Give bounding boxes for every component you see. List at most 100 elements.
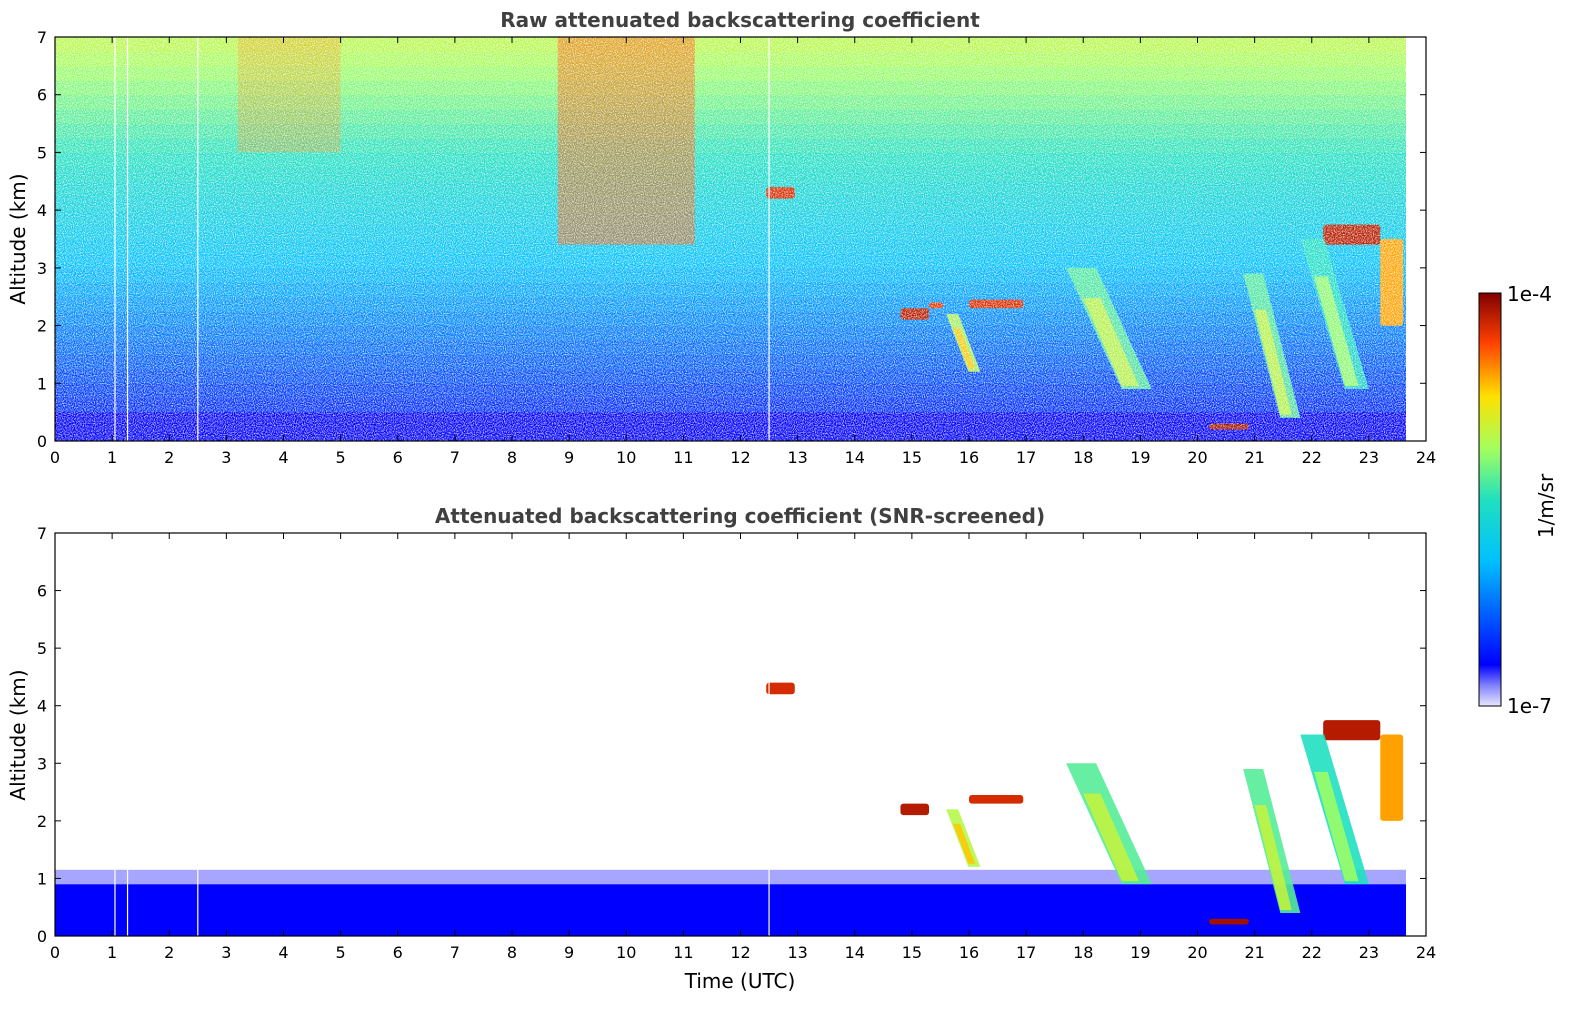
colorbar-gradient [1478, 292, 1502, 707]
panel-screened-gap-lines [114, 533, 1426, 936]
panel-screened-background [55, 533, 1426, 936]
x-tick-label: 16 [959, 448, 979, 467]
x-tick-label: 0 [50, 943, 60, 962]
panel-screened-title: Attenuated backscattering coefficient (S… [435, 504, 1045, 528]
panel-raw-ylabel: Altitude (km) [6, 173, 30, 304]
x-tick-label: 4 [278, 448, 288, 467]
x-tick-label: 0 [50, 448, 60, 467]
x-tick-label: 22 [1302, 448, 1322, 467]
x-tick-label: 22 [1302, 943, 1322, 962]
panel-raw-plot-area [54, 36, 1427, 442]
y-tick-label: 1 [37, 374, 47, 393]
x-tick-label: 20 [1187, 943, 1207, 962]
panel-screened-xlabel: Time (UTC) [684, 969, 796, 993]
y-tick-label: 1 [37, 869, 47, 888]
virga-streak [1314, 771, 1359, 882]
x-tick-label: 2 [164, 448, 174, 467]
panel-screened-plot-area [54, 532, 1427, 937]
cloud-layer [1323, 720, 1381, 741]
y-tick-label: 0 [37, 432, 47, 451]
virga-streak [1254, 805, 1292, 910]
boundary-layer-top [55, 869, 1407, 885]
x-tick-label: 6 [393, 448, 403, 467]
x-tick-label: 7 [450, 943, 460, 962]
x-tick-label: 24 [1416, 943, 1436, 962]
colorbar-unit-label: 1/m/sr [1534, 473, 1558, 538]
y-tick-label: 2 [37, 812, 47, 831]
x-tick-label: 7 [450, 448, 460, 467]
panel-raw-y-axis: 0 1 2 3 4 5 6 7 [37, 28, 1426, 451]
panel-screened-ylabel: Altitude (km) [6, 669, 30, 800]
y-tick-label: 2 [37, 317, 47, 336]
x-tick-label: 11 [673, 943, 693, 962]
x-tick-label: 1 [107, 943, 117, 962]
x-tick-label: 17 [1016, 448, 1036, 467]
x-tick-label: 5 [336, 943, 346, 962]
panel-screened-heatmap [55, 682, 1407, 936]
x-tick-label: 17 [1016, 943, 1036, 962]
x-tick-label: 24 [1416, 448, 1436, 467]
x-tick-label: 3 [221, 943, 231, 962]
x-tick-label: 18 [1073, 448, 1093, 467]
panel-screened-x-axis: 0 1 2 3 4 5 6 7 8 9 10 11 12 13 14 15 16 17 18 19 20 21 22 23 24 [50, 533, 1436, 962]
y-tick-label: 4 [37, 201, 47, 220]
cloud-layer [900, 803, 930, 816]
x-tick-label: 23 [1359, 943, 1379, 962]
x-tick-label: 8 [507, 448, 517, 467]
y-tick-label: 0 [37, 927, 47, 946]
cloud-layer [1208, 918, 1249, 925]
y-tick-label: 7 [37, 28, 47, 47]
panel-raw-noise-texture [55, 37, 1407, 441]
no-data-region [1406, 37, 1426, 441]
x-tick-label: 1 [107, 448, 117, 467]
y-tick-label: 3 [37, 754, 47, 773]
x-tick-label: 14 [845, 943, 865, 962]
x-tick-label: 5 [336, 448, 346, 467]
colorbar-min-label: 1e-7 [1507, 694, 1552, 718]
x-tick-label: 2 [164, 943, 174, 962]
y-tick-label: 3 [37, 259, 47, 278]
x-tick-label: 21 [1244, 448, 1264, 467]
y-tick-label: 6 [37, 86, 47, 105]
cloud-layer [969, 794, 1024, 804]
x-tick-label: 9 [564, 448, 574, 467]
panel-raw-x-axis: 0 1 2 3 4 5 6 7 8 9 10 11 12 13 14 15 16 17 18 19 20 21 22 23 24 [50, 37, 1436, 467]
y-tick-label: 6 [37, 582, 47, 601]
panel-screened: Attenuated backscattering coefficient (S… [6, 504, 1436, 993]
x-tick-label: 10 [616, 448, 636, 467]
x-tick-label: 8 [507, 943, 517, 962]
y-tick-label: 4 [37, 697, 47, 716]
x-tick-label: 9 [564, 943, 574, 962]
x-tick-label: 18 [1073, 943, 1093, 962]
x-tick-label: 3 [221, 448, 231, 467]
x-tick-label: 12 [730, 448, 750, 467]
y-tick-label: 7 [37, 524, 47, 543]
x-tick-label: 19 [1130, 448, 1150, 467]
x-tick-label: 16 [959, 943, 979, 962]
x-tick-label: 6 [393, 943, 403, 962]
x-tick-label: 13 [787, 448, 807, 467]
x-tick-label: 13 [787, 943, 807, 962]
boundary-layer [55, 884, 1407, 936]
y-tick-label: 5 [37, 143, 47, 162]
panel-raw: Raw attenuated backscattering coefficien… [6, 8, 1436, 467]
x-tick-label: 12 [730, 943, 750, 962]
x-tick-label: 11 [673, 448, 693, 467]
virga-streak [1083, 793, 1139, 882]
x-tick-label: 14 [845, 448, 865, 467]
x-tick-label: 15 [902, 448, 922, 467]
panel-raw-gap-lines [114, 37, 1426, 441]
x-tick-label: 21 [1244, 943, 1264, 962]
cloud-layer [766, 682, 795, 695]
x-tick-label: 10 [616, 943, 636, 962]
x-tick-label: 20 [1187, 448, 1207, 467]
colorbar-max-label: 1e-4 [1507, 282, 1552, 306]
panel-raw-title: Raw attenuated backscattering coefficien… [500, 8, 980, 32]
x-tick-label: 15 [902, 943, 922, 962]
x-tick-label: 4 [278, 943, 288, 962]
panel-screened-y-axis: 0 1 2 3 4 5 6 7 [37, 524, 1426, 946]
no-data-region [1406, 533, 1426, 936]
y-tick-label: 5 [37, 639, 47, 658]
cloud-layer [1380, 734, 1404, 821]
